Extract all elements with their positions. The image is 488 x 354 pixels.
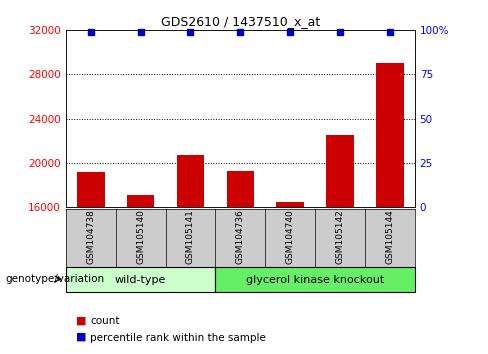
Bar (215, 267, 415, 292)
Title: GDS2610 / 1437510_x_at: GDS2610 / 1437510_x_at (161, 15, 320, 28)
Text: GSM104736: GSM104736 (236, 210, 245, 264)
Bar (376, 63, 404, 207)
Text: ■: ■ (76, 315, 86, 325)
Text: GSM105141: GSM105141 (186, 210, 195, 264)
Bar (226, 171, 254, 207)
Text: percentile rank within the sample: percentile rank within the sample (90, 333, 266, 343)
Bar (326, 135, 354, 207)
Bar (127, 195, 154, 207)
Text: ■: ■ (76, 332, 86, 342)
Text: GSM105140: GSM105140 (136, 210, 145, 264)
Bar (277, 201, 304, 207)
Text: count: count (90, 316, 120, 326)
Text: genotype/variation: genotype/variation (5, 274, 104, 284)
Text: GSM104738: GSM104738 (86, 210, 95, 264)
Text: glycerol kinase knockout: glycerol kinase knockout (246, 275, 384, 285)
Bar (177, 155, 204, 207)
Bar (77, 172, 104, 207)
Bar (66, 267, 215, 292)
Text: wild-type: wild-type (115, 275, 166, 285)
Text: GSM104740: GSM104740 (285, 210, 295, 264)
Text: GSM105142: GSM105142 (336, 210, 345, 264)
Text: GSM105144: GSM105144 (386, 210, 394, 264)
